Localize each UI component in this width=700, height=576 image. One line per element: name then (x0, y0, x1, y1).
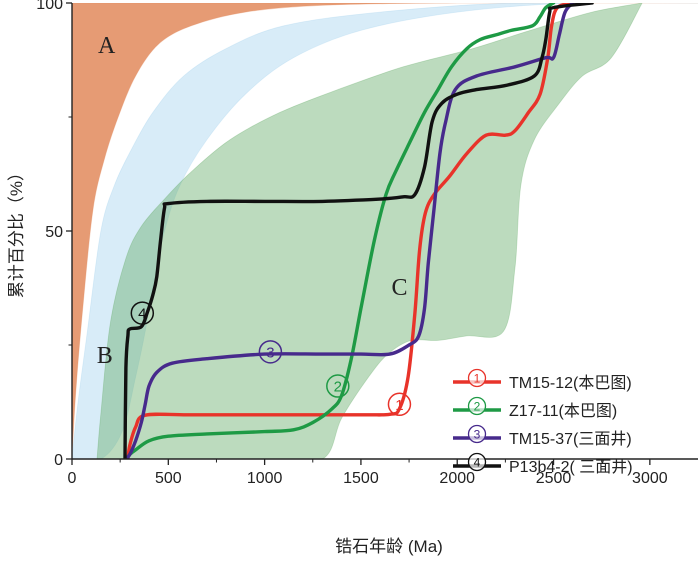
legend-label: TM15-12(本巴图) (509, 374, 632, 392)
legend-item-3: 3 TM15-37(三面井) (453, 424, 632, 448)
y-tick-label: 100 (36, 0, 63, 13)
series-1-marker: 1 (387, 392, 412, 417)
series-4-line (123, 3, 594, 459)
y-tick-label: 50 (45, 224, 63, 241)
legend-label: Z17-11(本巴图) (509, 402, 617, 420)
x-tick-label: 1500 (343, 470, 379, 487)
svg-text:2: 2 (474, 400, 481, 414)
field-layer (72, 3, 698, 459)
svg-text:2: 2 (334, 379, 342, 396)
x-tick-label: 2500 (536, 470, 572, 487)
x-tick-label: 0 (68, 470, 77, 487)
y-tick-label: 0 (54, 452, 63, 469)
series-4-marker: 4 (130, 301, 155, 325)
field-b-area (72, 3, 698, 459)
svg-text:4: 4 (474, 456, 481, 470)
svg-text:3: 3 (266, 344, 274, 361)
legend-label: P13b4-2( 三面井) (509, 458, 633, 476)
label-layer: A B C 1 2 3 4 (97, 33, 412, 417)
series-layer (123, 3, 594, 459)
x-tick-label: 1000 (247, 470, 283, 487)
x-tick-label: 2000 (439, 470, 475, 487)
field-c-area (96, 3, 643, 459)
legend-item-4: 4 P13b4-2( 三面井) (453, 452, 633, 476)
series-2-marker: 2 (326, 374, 350, 398)
svg-text:3: 3 (474, 428, 481, 442)
axes-layer: 0 500 1000 1500 2000 2500 3000 0 50 100 锆石年龄 (Ma) 累… (7, 0, 698, 556)
legend: 1 TM15-12(本巴图) 2 Z17-11(本巴图) 3 TM15-37(三面井) 4 P… (453, 368, 633, 476)
legend-label: TM15-37(三面井) (509, 430, 632, 448)
series-3-marker: 3 (258, 340, 283, 364)
series-1-line (126, 3, 575, 459)
y-axis-title: 累计百分比（%） (7, 164, 26, 298)
svg-text:1: 1 (474, 372, 481, 386)
series-2-line (125, 3, 556, 459)
x-tick-label: 3000 (632, 470, 668, 487)
field-b-label: B (97, 343, 113, 369)
legend-item-2: 2 Z17-11(本巴图) (453, 396, 617, 420)
field-a-label: A (98, 33, 116, 59)
x-axis-title: 锆石年龄 (Ma) (335, 537, 443, 556)
field-a-area (72, 3, 698, 459)
legend-item-1: 1 TM15-12(本巴图) (453, 368, 632, 392)
svg-text:4: 4 (138, 306, 146, 323)
x-tick-label: 500 (155, 470, 182, 487)
field-c-label: C (391, 275, 407, 301)
series-3-line (124, 3, 575, 459)
svg-text:1: 1 (395, 397, 403, 414)
